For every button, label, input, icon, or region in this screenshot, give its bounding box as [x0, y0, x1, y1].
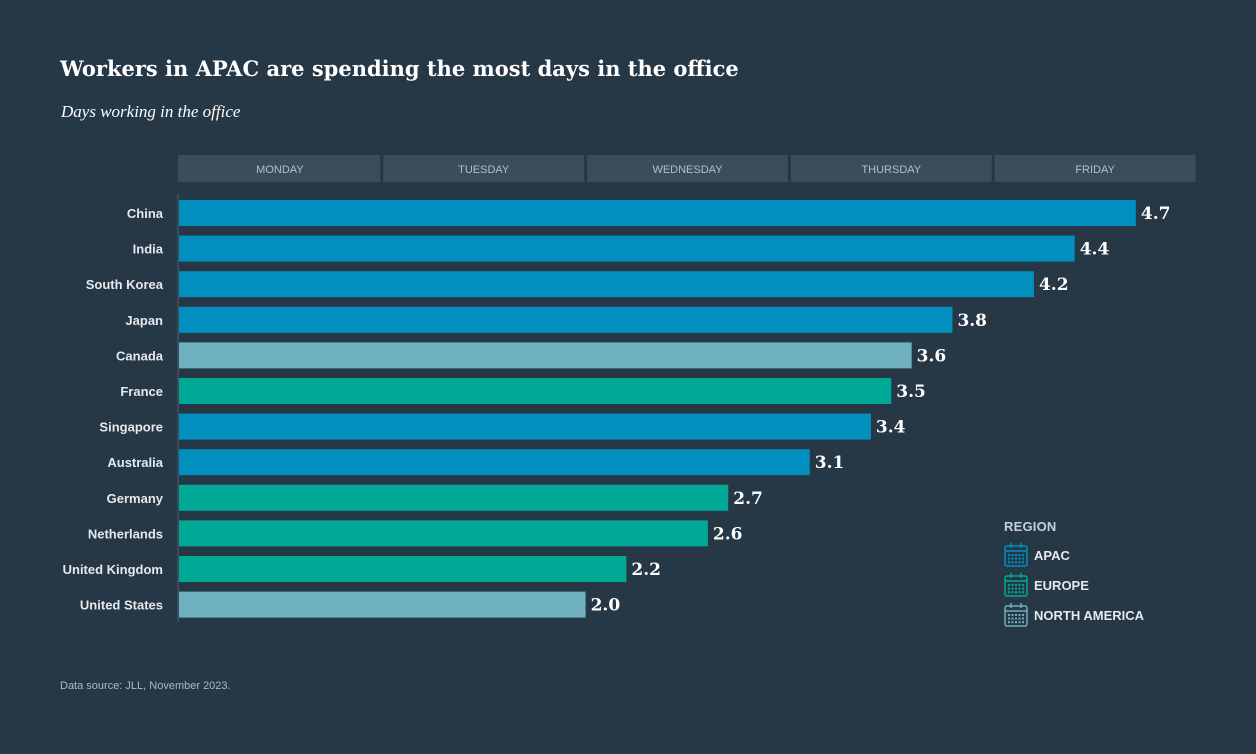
- day-label: MONDAY: [256, 164, 304, 176]
- calendar-icon: [1004, 543, 1028, 567]
- category-label-united-kingdom: United Kingdom: [63, 562, 163, 577]
- value-label-united-kingdom: 2.2: [631, 560, 661, 580]
- calendar-icon: [1004, 603, 1028, 627]
- day-band-tuesday: [383, 155, 585, 182]
- legend-label: NORTH AMERICA: [1034, 607, 1145, 623]
- category-label-south-korea: South Korea: [86, 277, 164, 292]
- day-label: FRIDAY: [1075, 164, 1115, 176]
- legend-item-north-america: NORTH AMERICA: [1004, 600, 1144, 630]
- value-label-india: 4.4: [1080, 240, 1110, 260]
- day-label: WEDNESDAY: [652, 164, 723, 176]
- category-label-united-states: United States: [80, 598, 163, 613]
- day-band-friday: [994, 155, 1196, 182]
- day-label: THURSDAY: [861, 164, 921, 176]
- bar-south-korea: [179, 271, 1034, 298]
- legend-label: APAC: [1034, 547, 1070, 563]
- chart-title: Workers in APAC are spending the most da…: [60, 56, 739, 81]
- bar-germany: [179, 484, 729, 511]
- day-label: TUESDAY: [458, 164, 510, 176]
- legend-item-apac: APAC: [1004, 540, 1144, 570]
- bar-japan: [179, 306, 953, 333]
- value-label-singapore: 3.4: [876, 418, 906, 438]
- category-label-france: France: [120, 384, 163, 399]
- value-label-germany: 2.7: [733, 489, 763, 509]
- data-source-note: Data source: JLL, November 2023.: [60, 680, 231, 692]
- legend-label: EUROPE: [1034, 577, 1089, 593]
- value-label-south-korea: 4.2: [1039, 275, 1069, 295]
- value-label-canada: 3.6: [917, 346, 947, 366]
- value-label-netherlands: 2.6: [713, 524, 743, 544]
- day-band-wednesday: [587, 155, 788, 182]
- calendar-icon: [1004, 573, 1028, 597]
- chart-subtitle: Days working in the office: [61, 102, 241, 121]
- category-label-china: China: [127, 206, 164, 221]
- legend-title: REGION: [1004, 519, 1057, 534]
- bar-china: [179, 200, 1136, 226]
- bar-united-kingdom: [179, 556, 627, 582]
- value-label-australia: 3.1: [815, 453, 845, 473]
- bar-united-states: [179, 591, 586, 618]
- category-label-australia: Australia: [107, 455, 163, 470]
- category-label-japan: Japan: [125, 313, 163, 328]
- day-band-monday: [178, 155, 381, 182]
- category-label-india: India: [133, 242, 164, 257]
- value-label-united-states: 2.0: [591, 596, 621, 616]
- category-label-canada: Canada: [116, 348, 164, 363]
- bar-india: [179, 235, 1075, 262]
- bar-france: [179, 378, 892, 404]
- category-label-netherlands: Netherlands: [88, 526, 163, 541]
- value-label-france: 3.5: [896, 382, 926, 402]
- category-label-singapore: Singapore: [99, 420, 163, 435]
- legend: REGION APAC EUROPE NORTH AMERICA: [1004, 519, 1144, 630]
- legend-items: APAC EUROPE NORTH AMERICA: [1004, 540, 1144, 630]
- value-label-japan: 3.8: [957, 311, 987, 331]
- bar-australia: [179, 449, 810, 476]
- day-band-thursday: [790, 155, 992, 182]
- value-label-china: 4.7: [1141, 204, 1171, 224]
- bar-singapore: [179, 413, 871, 440]
- legend-item-europe: EUROPE: [1004, 570, 1144, 600]
- bar-canada: [179, 342, 912, 369]
- category-label-germany: Germany: [107, 491, 164, 506]
- bar-netherlands: [179, 520, 708, 547]
